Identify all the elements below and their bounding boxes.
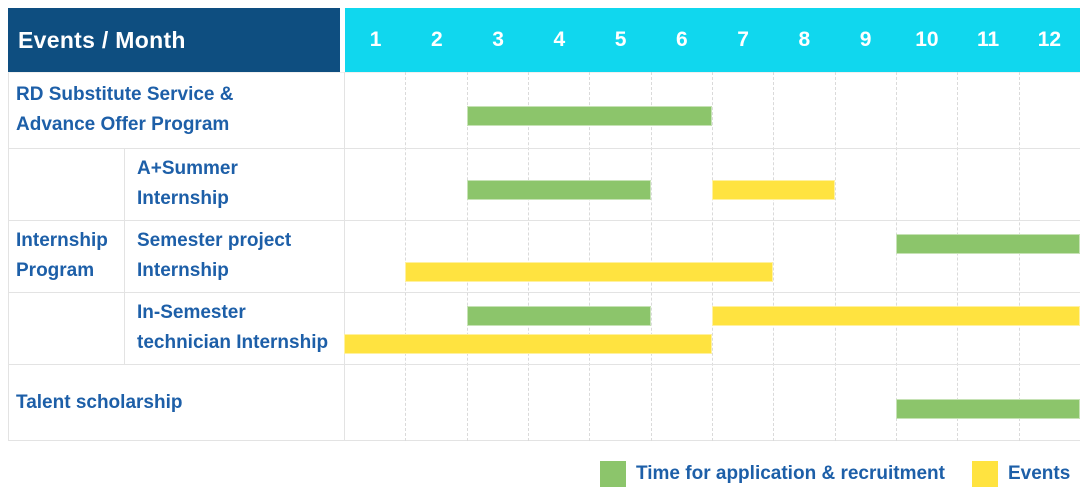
row-label-line: In-Semester: [137, 302, 246, 323]
row-label: RD Substitute Service & Advance Offer Pro…: [9, 72, 344, 148]
row-divider: [8, 364, 1080, 365]
row-divider: [8, 148, 1080, 149]
month-header-cell: 2: [431, 28, 443, 51]
bar-events: [712, 180, 835, 200]
group-sub-divider: [124, 148, 125, 364]
month-gridline: [1018, 72, 1020, 441]
bar-application: [466, 306, 651, 326]
labels-months-divider: [344, 72, 345, 441]
month-header-cell: 12: [1037, 28, 1062, 51]
month-header-cell: 4: [553, 28, 566, 51]
month-header-cell: 6: [676, 28, 688, 51]
month-gridline: [650, 72, 652, 441]
group-label-line: Internship: [16, 230, 108, 251]
month-header-cell: 8: [798, 28, 811, 51]
row-divider: [8, 292, 1080, 293]
yellow-swatch-icon: [972, 461, 998, 487]
month-gridline: [712, 72, 713, 441]
bar-application: [466, 180, 651, 200]
row-label-line: Talent scholarship: [16, 391, 183, 413]
months-header: 1 2 3 4 5 6 7 8 9 10 11 12: [345, 8, 1080, 72]
month-gridline: [528, 72, 529, 441]
month-gridline: [466, 72, 468, 441]
bar-events: [712, 306, 1080, 326]
legend-item-application: Time for application & recruitment: [600, 461, 945, 487]
month-header-cell: 10: [915, 28, 939, 51]
events-month-header: Events / Month: [8, 8, 340, 72]
bar-application: [896, 234, 1080, 254]
legend-item-events: Events: [972, 461, 1070, 487]
month-header-cell: 9: [859, 28, 872, 51]
table-grid: [8, 72, 1080, 441]
group-cell-internship-program: Internship Program: [9, 148, 124, 364]
month-header-cell: 5: [614, 28, 627, 51]
row-label: Talent scholarship: [9, 364, 344, 441]
row-label: A+Summer Internship: [125, 148, 344, 220]
row-label-line: RD Substitute Service &: [16, 84, 234, 105]
row-label-line: Semester project: [137, 230, 292, 251]
row-label-line: Internship: [137, 260, 229, 281]
month-gridline: [405, 72, 407, 441]
header-title: Events / Month: [18, 26, 186, 53]
legend-label-application: Time for application & recruitment: [636, 463, 945, 484]
month-gridline: [773, 72, 775, 441]
month-gridline: [896, 72, 897, 441]
group-label-line: Program: [16, 260, 95, 281]
month-gridline: [957, 72, 959, 441]
month-header-cell: 7: [737, 28, 749, 51]
row-label-line: A+Summer: [137, 158, 238, 179]
month-header-cell: 3: [492, 28, 504, 51]
row-label: In-Semester technician Internship: [125, 292, 344, 364]
month-gridline: [834, 72, 836, 441]
bar-events: [344, 334, 712, 354]
row-divider: [8, 220, 1080, 221]
row-label-line: Internship: [137, 188, 229, 209]
bar-application: [896, 398, 1080, 419]
green-swatch-icon: [600, 461, 626, 487]
row-label-line: Advance Offer Program: [16, 114, 230, 135]
legend-label-events: Events: [1008, 463, 1071, 484]
row-label-line: technician Internship: [137, 332, 329, 353]
month-gridline: [589, 72, 591, 441]
bar-events: [405, 262, 774, 282]
bar-application: [466, 106, 712, 126]
row-label: Semester project Internship: [125, 220, 344, 292]
month-header-cell: 1: [369, 28, 382, 51]
month-header-cell: 11: [977, 28, 1000, 51]
